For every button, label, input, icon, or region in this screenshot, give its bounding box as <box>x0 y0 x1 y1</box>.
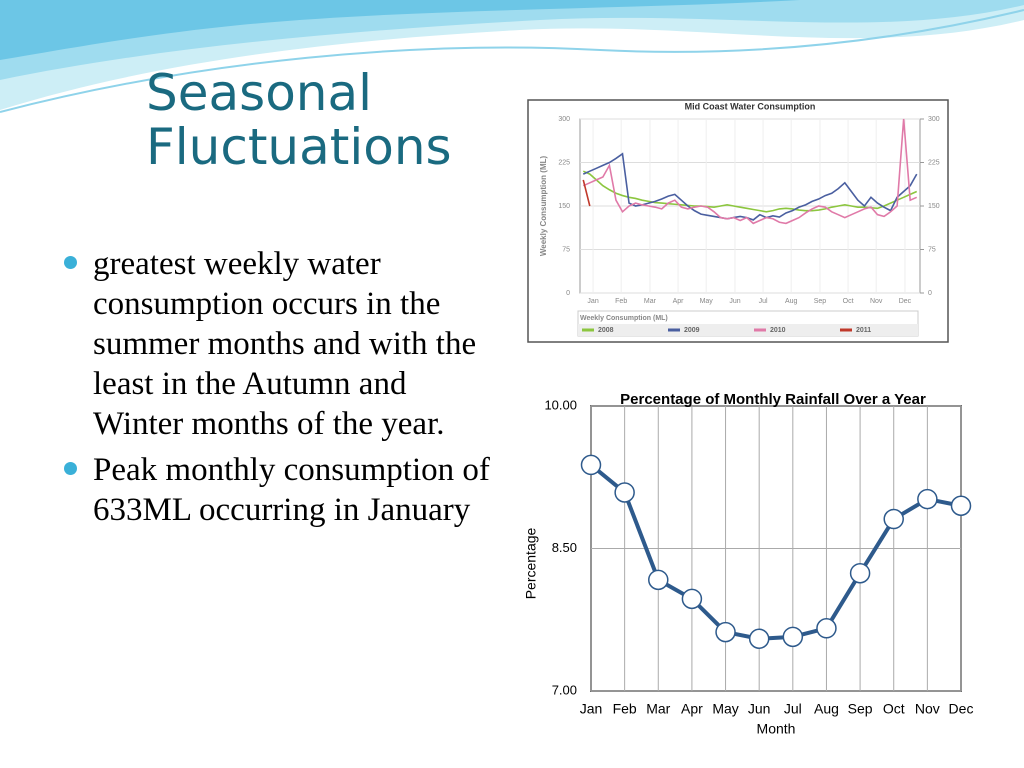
slide-title: Seasonal Fluctuations <box>146 64 452 176</box>
chart-frame <box>527 99 949 343</box>
x-tick-label: Sep <box>814 298 827 305</box>
y-tick-label: 150 <box>558 203 570 210</box>
x-tick-label: Apr <box>673 298 685 305</box>
y-tick-label: 0 <box>566 290 570 297</box>
x-tick-label: May <box>712 701 738 717</box>
point-marker <box>849 562 871 584</box>
point-marker <box>883 508 904 530</box>
y-tick-label: 8.50 <box>552 540 577 555</box>
x-tick-label: Sep <box>848 701 873 717</box>
point-marker <box>816 618 837 639</box>
y2-tick-label: 75 <box>928 246 936 253</box>
series-line <box>582 170 918 213</box>
y2-tick-label: 150 <box>928 203 940 210</box>
legend-label: 2009 <box>684 327 700 334</box>
point-marker <box>917 488 938 510</box>
point-marker <box>580 454 602 476</box>
point-marker <box>748 628 770 649</box>
wave-decoration <box>0 0 1024 113</box>
x-tick-label: Nov <box>870 298 883 305</box>
x-tick-label: Nov <box>915 701 940 717</box>
y-axis-label: Weekly Consumption (ML) <box>539 156 548 257</box>
y-tick-label: 300 <box>558 116 570 123</box>
x-tick-label: Feb <box>615 298 627 305</box>
legend-title: Weekly Consumption (ML) <box>580 315 668 322</box>
point-marker <box>614 482 635 503</box>
x-tick-label: Aug <box>785 298 798 305</box>
point-marker <box>681 588 703 610</box>
point-marker <box>782 626 804 648</box>
x-tick-label: Jun <box>729 298 740 305</box>
bullet: Peak monthly consumption of 633ML occurr… <box>60 450 490 530</box>
x-tick-label: Oct <box>843 298 854 305</box>
series-line <box>582 179 591 207</box>
y-tick-label: 225 <box>558 159 570 166</box>
y-tick-label: 7.00 <box>552 682 577 697</box>
point-marker <box>950 495 972 516</box>
x-tick-label: Aug <box>814 701 839 717</box>
bullet-list: greatest weekly water consumption occurs… <box>60 244 490 536</box>
x-tick-label: Jul <box>759 298 768 305</box>
x-tick-label: Jan <box>580 701 603 717</box>
y-axis-label: Percentage <box>523 527 539 599</box>
x-tick-label: Jun <box>748 701 771 717</box>
series-line <box>582 152 918 221</box>
point-marker <box>648 569 669 591</box>
chart-title: Percentage of Monthly Rainfall Over a Ye… <box>620 391 926 408</box>
x-tick-label: May <box>700 298 714 305</box>
y-tick-label: 75 <box>562 246 570 253</box>
y2-tick-label: 0 <box>928 290 932 297</box>
point-marker <box>715 621 736 643</box>
x-tick-label: Jul <box>784 701 802 717</box>
x-tick-label: Oct <box>883 701 905 717</box>
legend-label: 2008 <box>598 327 614 334</box>
series-line <box>582 118 918 225</box>
x-tick-label: Jan <box>587 298 598 305</box>
bullet: greatest weekly water consumption occurs… <box>60 244 490 444</box>
x-axis-label: Month <box>757 721 796 737</box>
x-tick-label: Mar <box>644 298 657 305</box>
legend-label: 2011 <box>856 327 871 334</box>
legend-row <box>578 324 918 336</box>
y-tick-label: 10.00 <box>544 397 577 412</box>
x-tick-label: Feb <box>613 701 637 717</box>
x-tick-label: Dec <box>949 701 974 717</box>
chart-title: Mid Coast Water Consumption <box>685 101 816 111</box>
x-tick-label: Dec <box>899 298 912 305</box>
y2-tick-label: 300 <box>928 116 940 123</box>
y2-tick-label: 225 <box>928 159 940 166</box>
x-tick-label: Mar <box>646 701 670 717</box>
x-tick-label: Apr <box>681 701 703 717</box>
legend-label: 2010 <box>770 327 786 334</box>
